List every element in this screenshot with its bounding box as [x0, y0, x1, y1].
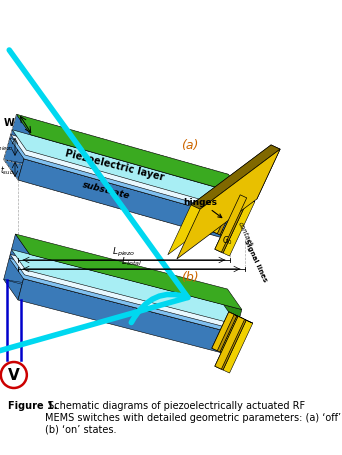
Polygon shape [220, 195, 245, 238]
Polygon shape [16, 115, 243, 195]
Polygon shape [25, 270, 238, 330]
Polygon shape [215, 195, 247, 253]
Circle shape [1, 362, 27, 388]
Polygon shape [212, 312, 237, 352]
Text: Figure 1.: Figure 1. [8, 400, 57, 410]
FancyArrowPatch shape [0, 51, 188, 381]
Polygon shape [24, 275, 237, 334]
Text: contact: contact [237, 220, 253, 247]
Text: Schematic diagrams of piezoelectrically actuated RF
MEMS switches with detailed : Schematic diagrams of piezoelectrically … [45, 400, 342, 433]
Polygon shape [220, 316, 242, 355]
Polygon shape [229, 312, 242, 318]
Polygon shape [4, 280, 221, 335]
Text: $L_{piezo}$: $L_{piezo}$ [112, 245, 136, 258]
Polygon shape [11, 135, 237, 216]
Polygon shape [168, 146, 271, 255]
Polygon shape [212, 191, 239, 236]
Text: $t_{piezo}$: $t_{piezo}$ [0, 141, 14, 154]
Polygon shape [12, 131, 238, 211]
Polygon shape [18, 160, 236, 241]
Text: $t_{sub}$: $t_{sub}$ [0, 164, 14, 176]
Text: hinges: hinges [183, 197, 222, 218]
Polygon shape [11, 250, 238, 325]
Polygon shape [215, 317, 246, 370]
Polygon shape [24, 156, 237, 219]
Polygon shape [177, 150, 280, 259]
Polygon shape [10, 255, 237, 330]
Polygon shape [212, 191, 236, 234]
Text: Signal lines: Signal lines [242, 238, 267, 283]
Polygon shape [4, 234, 30, 300]
Polygon shape [223, 320, 253, 373]
Polygon shape [223, 199, 255, 257]
Polygon shape [240, 195, 255, 202]
Text: $G_0$: $G_0$ [222, 234, 233, 247]
Text: substrate: substrate [81, 180, 131, 200]
Polygon shape [4, 115, 31, 181]
Text: (b): (b) [181, 271, 199, 284]
Polygon shape [212, 312, 234, 351]
Polygon shape [10, 139, 236, 219]
Text: Piezoelectric layer: Piezoelectric layer [64, 148, 165, 182]
Polygon shape [18, 279, 236, 355]
Polygon shape [15, 234, 242, 310]
Polygon shape [9, 258, 236, 334]
Polygon shape [238, 317, 253, 324]
Text: $\mathbf{W}$: $\mathbf{W}$ [3, 115, 15, 127]
Polygon shape [26, 255, 242, 325]
Polygon shape [4, 160, 222, 220]
Text: $L_{total}$: $L_{total}$ [121, 255, 142, 268]
Text: (a): (a) [181, 139, 199, 152]
Polygon shape [216, 197, 236, 241]
Polygon shape [248, 146, 280, 200]
Polygon shape [215, 317, 245, 369]
Polygon shape [191, 146, 280, 210]
Polygon shape [25, 151, 238, 216]
Polygon shape [231, 191, 245, 197]
Polygon shape [215, 195, 248, 253]
Polygon shape [26, 136, 243, 211]
Text: V: V [8, 368, 20, 383]
